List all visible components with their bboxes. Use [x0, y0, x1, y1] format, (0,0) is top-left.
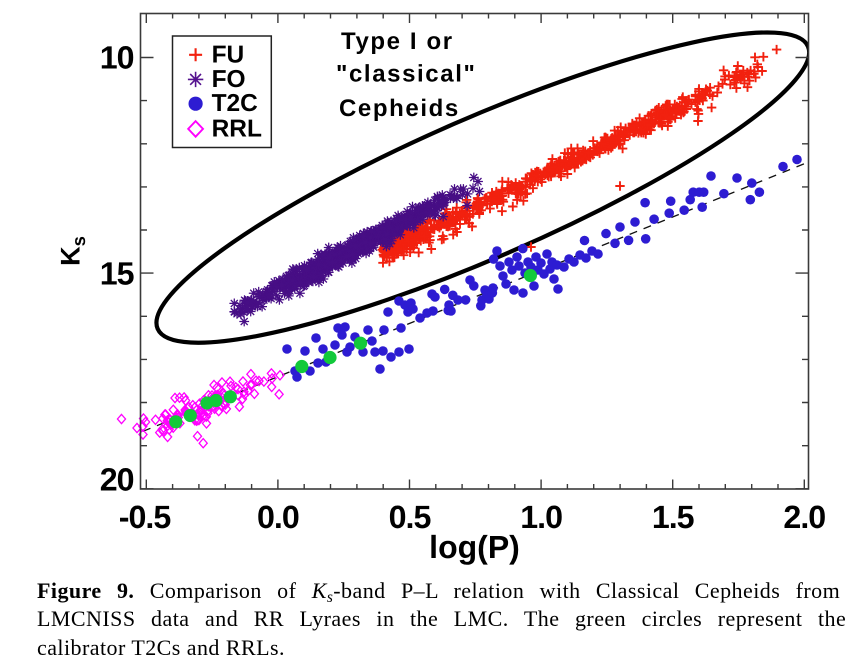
svg-text:log(P): log(P) — [429, 529, 520, 565]
svg-text:Type I or: Type I or — [341, 28, 454, 55]
svg-text:2.0: 2.0 — [783, 499, 825, 535]
svg-text:20: 20 — [100, 461, 134, 497]
svg-text:FO: FO — [212, 66, 246, 93]
svg-text:-0.5: -0.5 — [119, 499, 171, 535]
svg-text:1.5: 1.5 — [652, 499, 694, 535]
svg-text:0.0: 0.0 — [257, 499, 299, 535]
svg-text:"classical": "classical" — [336, 61, 476, 88]
svg-text:15: 15 — [100, 256, 134, 292]
svg-text:0.5: 0.5 — [389, 499, 431, 535]
svg-text:10: 10 — [100, 40, 134, 76]
svg-text:FU: FU — [212, 41, 245, 68]
svg-text:T2C: T2C — [212, 90, 259, 117]
svg-text:RRL: RRL — [212, 115, 262, 142]
svg-text:Cepheids: Cepheids — [339, 95, 460, 122]
svg-text:1.0: 1.0 — [520, 499, 562, 535]
